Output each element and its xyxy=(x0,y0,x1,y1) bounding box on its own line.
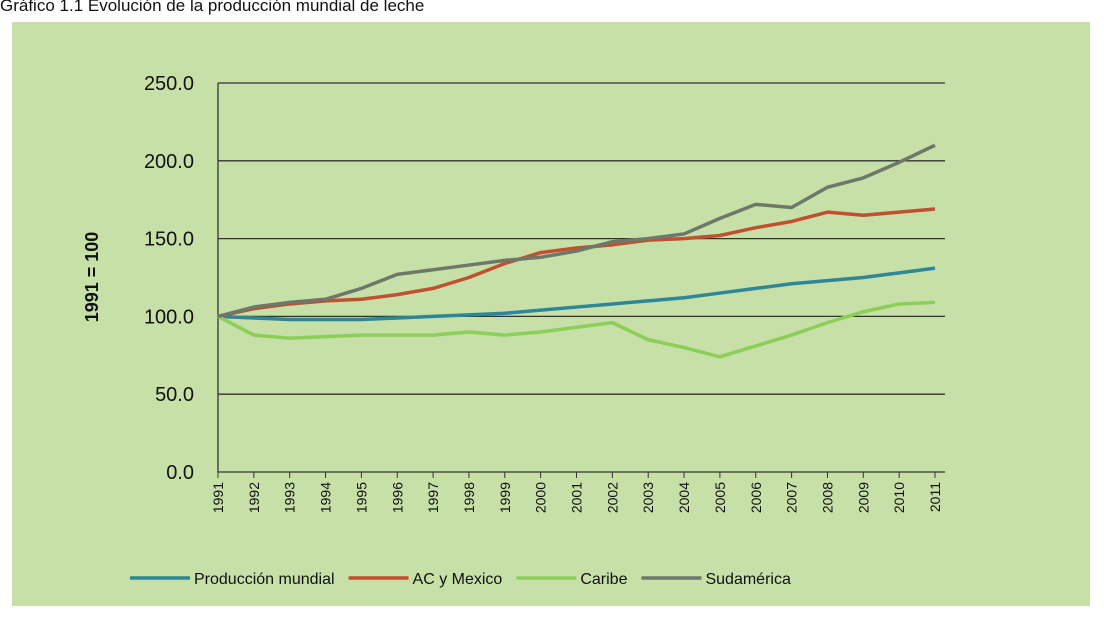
y-tick-label: 100.0 xyxy=(144,306,194,328)
x-tick-label: 2005 xyxy=(712,482,728,513)
x-tick-label: 1995 xyxy=(353,482,369,513)
x-tick-label: 2007 xyxy=(784,482,800,513)
y-tick-label: 150.0 xyxy=(144,229,194,251)
series-line xyxy=(217,266,936,322)
y-tick-label: 250.0 xyxy=(144,73,194,95)
x-tick-label: 1993 xyxy=(282,482,298,513)
y-axis-label: 1991 = 100 xyxy=(82,232,102,323)
x-tick-label: 2003 xyxy=(640,482,656,513)
x-tick-label: 1996 xyxy=(389,482,405,513)
x-tick-label: 1997 xyxy=(425,482,441,513)
series-line xyxy=(217,143,936,319)
series-line xyxy=(217,207,936,319)
x-tick-label: 2002 xyxy=(604,482,620,513)
x-tick-label: 1994 xyxy=(318,482,334,513)
x-tick-label: 2009 xyxy=(855,482,871,513)
x-tick-label: 2001 xyxy=(569,482,585,513)
chart-panel xyxy=(12,22,1090,606)
x-tick-label: 1999 xyxy=(497,482,513,513)
x-tick-label: 2008 xyxy=(819,482,835,513)
legend-label: Producción mundial xyxy=(194,571,335,588)
y-tick-label: 50.0 xyxy=(155,384,194,406)
y-tick-label: 200.0 xyxy=(144,151,194,173)
y-tick-label: 0.0 xyxy=(166,462,194,484)
series-line xyxy=(217,300,936,359)
x-tick-label: 2000 xyxy=(533,482,549,513)
legend-label: Caribe xyxy=(580,571,627,588)
x-tick-label: 2006 xyxy=(748,482,764,513)
x-tick-label: 2011 xyxy=(927,482,943,512)
x-tick-label: 2004 xyxy=(676,482,692,513)
x-tick-label: 2010 xyxy=(891,482,907,513)
x-tick-label: 1991 xyxy=(210,482,226,513)
chart-title: Gráfico 1.1 Evolución de la producción m… xyxy=(0,0,424,15)
x-tick-label: 1998 xyxy=(461,482,477,513)
legend-label: Sudamérica xyxy=(705,571,790,588)
legend-label: AC y Mexico xyxy=(413,571,503,588)
x-tick-label: 1992 xyxy=(246,482,262,513)
